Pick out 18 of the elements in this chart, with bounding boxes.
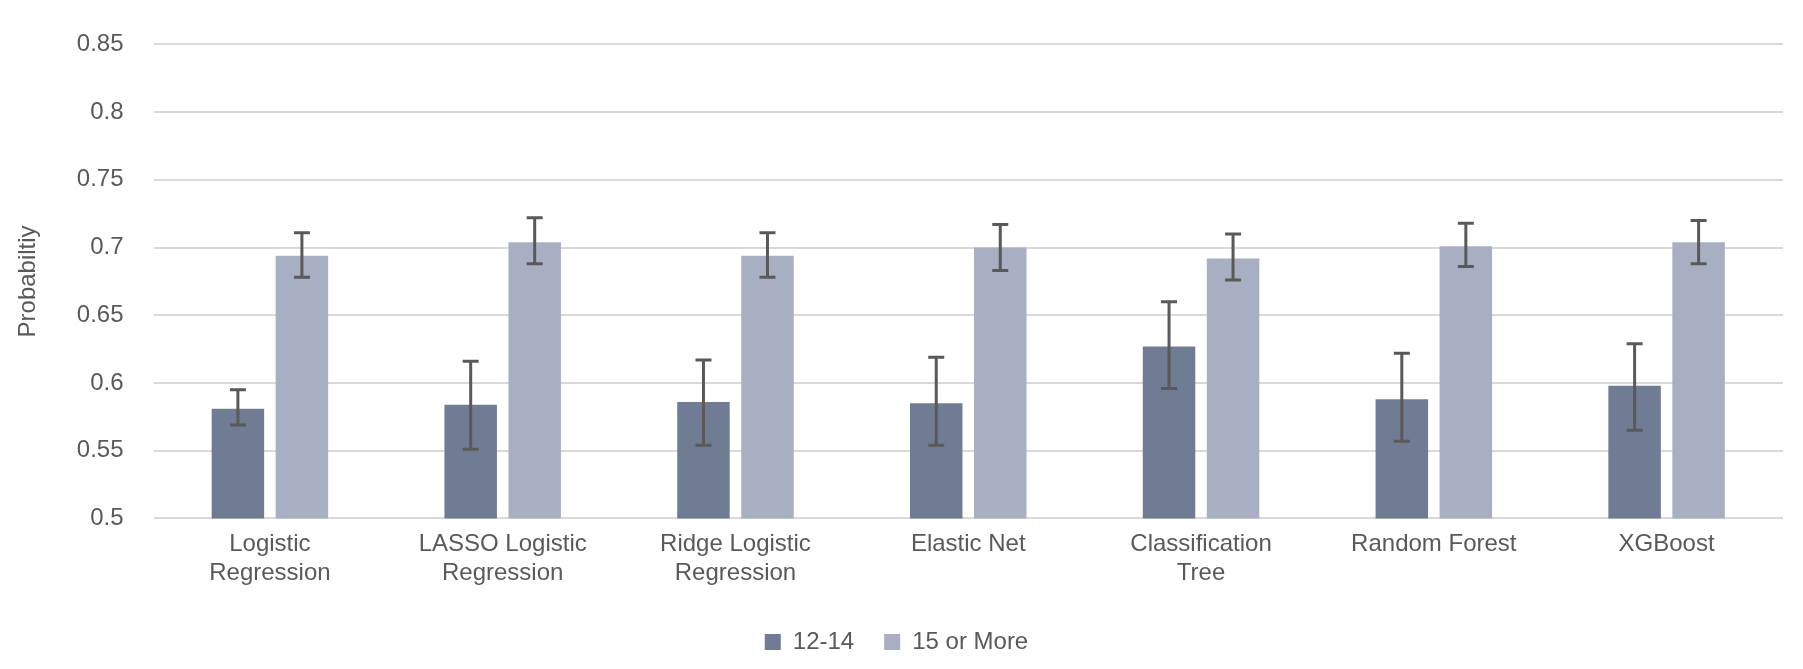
y-tick-label: 0.5 bbox=[90, 503, 124, 531]
y-tick-label: 0.8 bbox=[90, 96, 124, 124]
y-tick-label: 0.55 bbox=[76, 435, 124, 463]
y-tick-label: 0.75 bbox=[76, 164, 124, 192]
legend-label: 12-14 bbox=[792, 626, 855, 654]
y-tick-label: 0.7 bbox=[90, 232, 124, 260]
y-axis-title: Probabiltiy bbox=[13, 225, 41, 338]
x-tick-label: LASSO Logistic Regression bbox=[418, 529, 587, 586]
x-tick-label: Classification Tree bbox=[1130, 529, 1272, 586]
x-tick-label: Logistic Regression bbox=[209, 529, 331, 586]
x-tick-label: Elastic Net bbox=[910, 529, 1026, 557]
y-tick-label: 0.65 bbox=[76, 299, 124, 327]
y-tick-label: 0.85 bbox=[76, 29, 124, 57]
x-tick-label: XGBoost bbox=[1618, 529, 1715, 557]
x-tick-label: Ridge Logistic Regression bbox=[660, 529, 811, 586]
y-tick-label: 0.6 bbox=[90, 367, 124, 395]
x-tick-label: Random Forest bbox=[1351, 529, 1517, 557]
legend-label: 15 or More bbox=[912, 626, 1029, 654]
